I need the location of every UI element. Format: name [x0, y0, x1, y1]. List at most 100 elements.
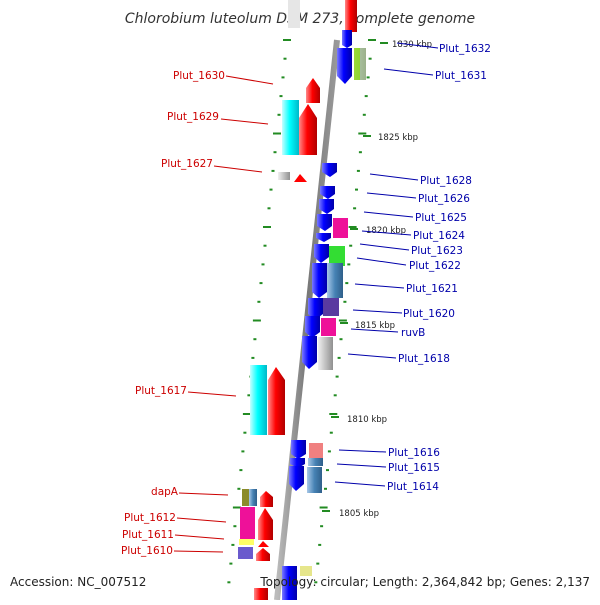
scale-tick — [338, 319, 347, 322]
gene-label[interactable]: Plut_1629 — [167, 111, 219, 123]
gene-label[interactable]: Plut_1615 — [388, 462, 440, 474]
gene-label[interactable]: Plut_1623 — [411, 245, 463, 257]
scale-tick — [243, 431, 247, 434]
gene-block-top-left — [288, 0, 300, 28]
gene-ruvB-arrow[interactable] — [305, 316, 320, 338]
gene-label[interactable]: Plut_1631 — [435, 70, 487, 82]
gene-plut1620-arrow[interactable] — [308, 298, 323, 320]
gene-plut1628-arrow[interactable] — [322, 163, 337, 177]
gene-plut1627-arrow[interactable] — [294, 174, 307, 182]
gene-plut1623-arrow[interactable] — [314, 244, 329, 263]
gene-plut1611-arrow[interactable] — [258, 541, 269, 547]
gene-plut1617-block[interactable] — [250, 365, 267, 435]
gene-label[interactable]: Plut_1614 — [387, 481, 439, 493]
gene-label[interactable]: Plut_1616 — [388, 447, 440, 459]
scale-tick — [229, 562, 233, 565]
gene-plut1617-arrow[interactable] — [268, 367, 285, 435]
gene-plut1615-block[interactable] — [308, 458, 323, 466]
scale-tick — [277, 113, 281, 116]
scale-tick — [241, 450, 245, 453]
scale-tick — [362, 113, 366, 116]
gene-plut1614-arrow[interactable] — [289, 466, 304, 491]
scale-tick — [339, 338, 343, 341]
gene-dapA-arrow[interactable] — [260, 491, 273, 507]
gene-label[interactable]: ruvB — [401, 327, 425, 339]
scale-tick — [335, 375, 339, 378]
gene-label[interactable]: Plut_1630 — [173, 70, 225, 82]
scale-tick — [283, 39, 291, 41]
gene-plut1610-block[interactable] — [238, 547, 253, 559]
gene-plut1620-block[interactable] — [323, 298, 339, 316]
gene-plut1625-arrow[interactable] — [317, 214, 332, 231]
gene-plut1629-arrow[interactable] — [299, 104, 317, 155]
scale-tick — [231, 543, 235, 546]
gene-label[interactable]: Plut_1625 — [415, 212, 467, 224]
scale-label: 1810 kbp — [347, 415, 387, 425]
gene-label[interactable]: Plut_1617 — [135, 385, 187, 397]
gene-plut1621-arrow[interactable] — [312, 263, 327, 298]
gene-dapA-block-steel[interactable] — [249, 489, 257, 506]
scale-tick — [358, 151, 362, 154]
gene-dapA-block-olive[interactable] — [242, 489, 249, 506]
gene-plut1621-block[interactable] — [327, 263, 343, 298]
left-gene-labels: Plut_1630 Plut_1629 Plut_1627 Plut_1617 … — [121, 70, 274, 557]
gene-plut1618-arrow[interactable] — [302, 336, 317, 369]
scale-tick — [247, 394, 251, 397]
scale-tick — [347, 263, 351, 266]
scale-tick — [349, 244, 353, 247]
scale-tick — [320, 525, 324, 528]
gene-plut1615-arrow[interactable] — [290, 458, 305, 468]
gene-plut1631-arrow[interactable] — [337, 48, 352, 84]
gene-plut1626b-arrow[interactable] — [319, 199, 334, 214]
gene-plut1610-arrow[interactable] — [256, 548, 270, 561]
gene-label[interactable]: Plut_1618 — [398, 353, 450, 365]
gene-label[interactable]: Plut_1627 — [161, 158, 213, 170]
scale-tick — [281, 76, 285, 79]
gene-label[interactable]: Plut_1632 — [439, 43, 491, 55]
gene-plut1611-block[interactable] — [239, 539, 254, 545]
gene-plut1612-arrow[interactable] — [258, 508, 273, 540]
gene-ruvB-block[interactable] — [321, 318, 336, 336]
gene-plut1629-block[interactable] — [282, 100, 299, 155]
gene-plut1614-block[interactable] — [307, 467, 322, 493]
scale-ticks — [227, 39, 376, 584]
gene-label[interactable]: Plut_1624 — [413, 230, 465, 242]
gene-label[interactable]: Plut_1628 — [420, 175, 472, 187]
gene-plut1624-arrow[interactable] — [316, 233, 331, 242]
gene-label[interactable]: Plut_1610 — [121, 545, 173, 557]
scale-tick — [337, 356, 341, 359]
gene-plut1616-block[interactable] — [309, 443, 323, 458]
gene-block-green[interactable] — [354, 48, 360, 80]
scale-tick — [366, 76, 370, 79]
scale-label: 1805 kbp — [339, 509, 379, 519]
scale-tick — [329, 431, 333, 434]
scale-tick — [273, 132, 281, 135]
gene-plut1627-block[interactable] — [278, 172, 290, 180]
gene-plut1626-arrow[interactable] — [320, 186, 335, 199]
gene-label[interactable]: dapA — [151, 486, 179, 498]
gene-plut1618-block[interactable] — [318, 337, 333, 370]
gene-label[interactable]: Plut_1621 — [406, 283, 458, 295]
gene-label[interactable]: Plut_1622 — [409, 260, 461, 272]
gene-block-bottom-khaki — [300, 566, 312, 576]
gene-label[interactable]: Plut_1620 — [403, 308, 455, 320]
gene-block-khaki[interactable] — [360, 48, 366, 80]
right-gene-labels: Plut_1632 Plut_1631 Plut_1628 Plut_1626 … — [334, 42, 491, 493]
gene-plut1630-arrow[interactable] — [306, 78, 320, 103]
gene-plut1616-arrow[interactable] — [291, 440, 306, 459]
gene-plut1612-block[interactable] — [240, 507, 255, 539]
scale-tick — [279, 95, 283, 98]
scale-tick — [242, 413, 251, 415]
gene-label[interactable]: Plut_1626 — [418, 193, 470, 205]
scale-tick — [316, 562, 320, 565]
scale-tick — [257, 300, 261, 303]
gene-plut1624-block[interactable] — [333, 218, 348, 238]
gene-plut1622-block[interactable] — [329, 246, 345, 266]
scale-tick — [227, 581, 231, 584]
scale-tick — [318, 543, 322, 546]
gene-block-top-right — [345, 0, 357, 32]
gene-block-bottom-red — [254, 588, 268, 600]
gene-plut1632-arrow[interactable] — [342, 30, 352, 48]
gene-label[interactable]: Plut_1612 — [124, 512, 176, 524]
gene-label[interactable]: Plut_1611 — [122, 529, 174, 541]
